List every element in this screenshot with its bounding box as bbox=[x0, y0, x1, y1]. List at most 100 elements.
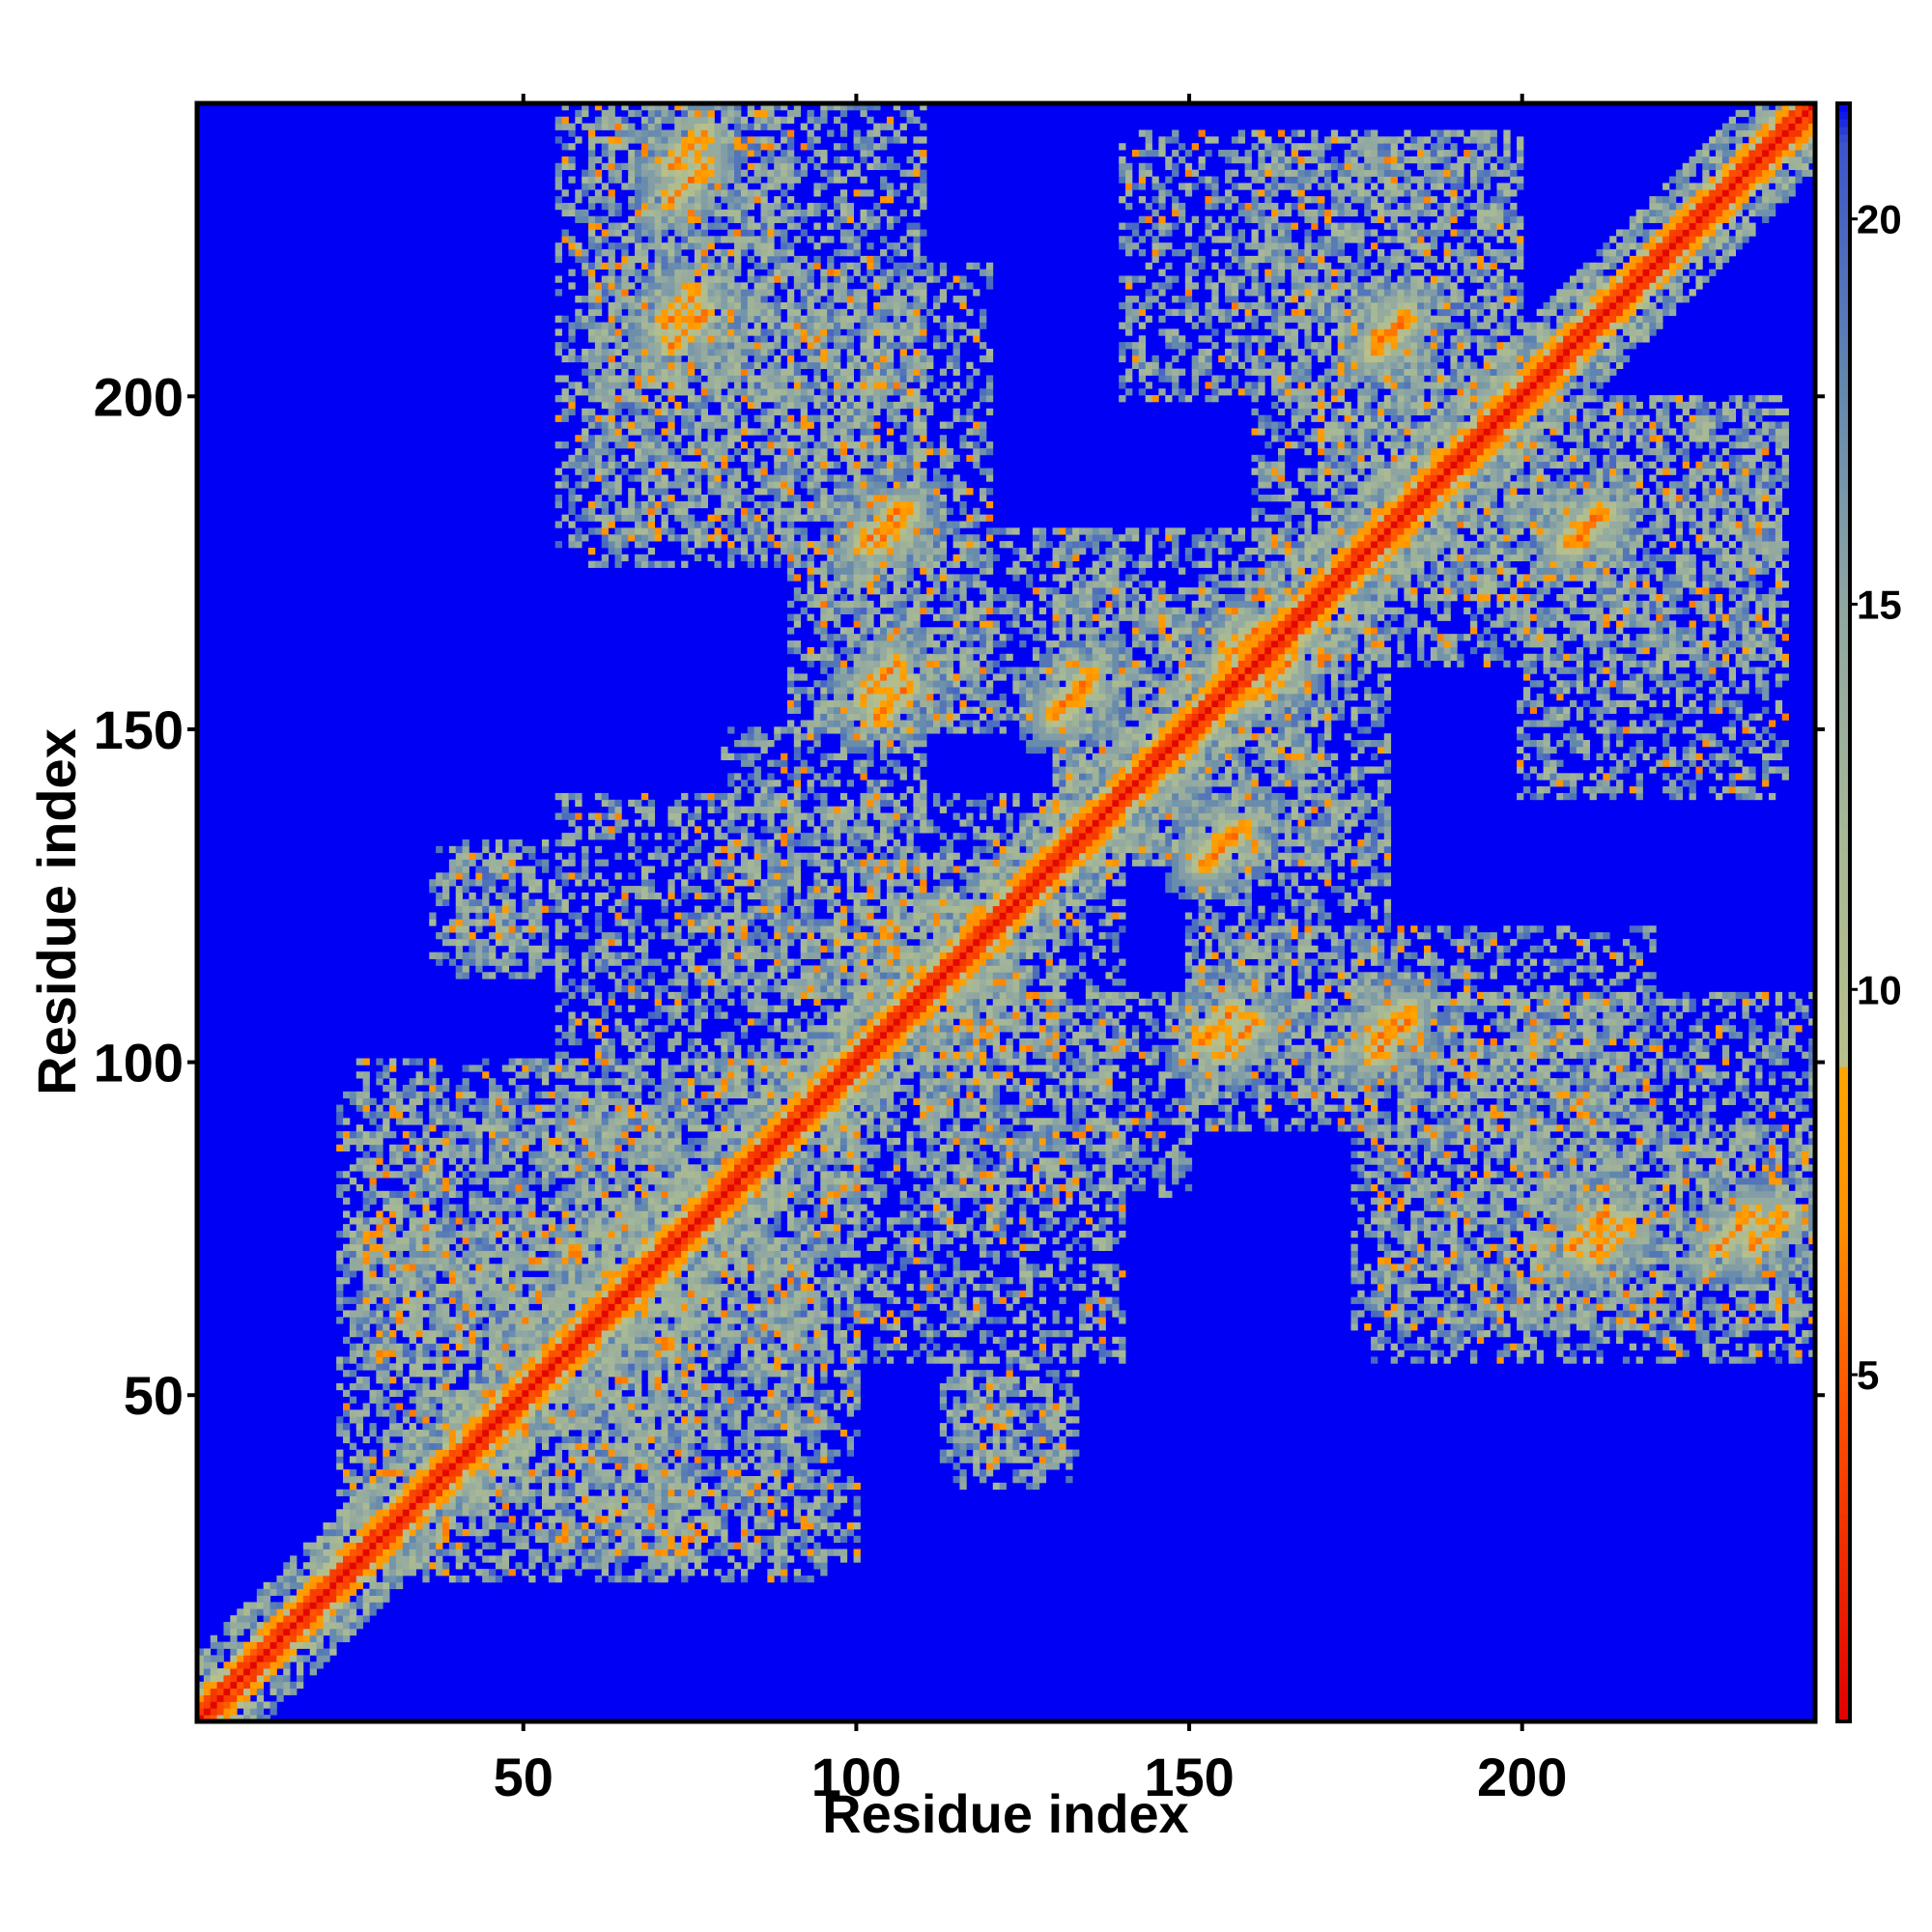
heatmap-cell bbox=[502, 1430, 509, 1436]
heatmap-cell bbox=[456, 1469, 463, 1476]
heatmap-cell bbox=[356, 1317, 363, 1323]
heatmap-cell bbox=[369, 1496, 376, 1503]
heatmap-cell bbox=[973, 1430, 980, 1436]
heatmap-cell bbox=[456, 1264, 463, 1270]
heatmap-cell bbox=[695, 1436, 701, 1443]
heatmap-cell bbox=[1059, 1409, 1065, 1416]
heatmap-cell bbox=[801, 1496, 808, 1503]
heatmap-cell bbox=[482, 1436, 489, 1443]
heatmap-cell bbox=[1059, 1423, 1065, 1430]
heatmap-cell bbox=[475, 1476, 482, 1483]
heatmap-cell bbox=[695, 1397, 701, 1404]
heatmap-cell bbox=[317, 1635, 324, 1642]
heatmap-cell bbox=[442, 1370, 449, 1377]
heatmap-cell bbox=[966, 1356, 973, 1363]
heatmap-cell bbox=[648, 1270, 655, 1277]
heatmap-cell bbox=[1496, 1257, 1503, 1264]
heatmap-cell bbox=[516, 1330, 523, 1337]
heatmap-cell bbox=[1357, 1310, 1364, 1317]
heatmap-cell bbox=[588, 1443, 595, 1450]
heatmap-cell bbox=[662, 1430, 668, 1436]
heatmap-cell bbox=[635, 1450, 641, 1457]
heatmap-cell bbox=[555, 1450, 562, 1457]
heatmap-cell bbox=[1053, 1377, 1060, 1383]
heatmap-cell bbox=[436, 1304, 442, 1311]
heatmap-cell bbox=[369, 1317, 376, 1323]
heatmap-cell bbox=[1065, 1370, 1072, 1377]
heatmap-cell bbox=[376, 1409, 383, 1416]
heatmap-cell bbox=[1046, 1416, 1053, 1423]
heatmap-cell bbox=[343, 1403, 350, 1409]
heatmap-cell bbox=[555, 1370, 562, 1377]
heatmap-cell bbox=[489, 1443, 496, 1450]
heatmap-cell bbox=[383, 1469, 389, 1476]
heatmap-cell bbox=[422, 1450, 429, 1457]
heatmap-cell bbox=[336, 1317, 343, 1323]
heatmap-cell bbox=[1510, 1310, 1517, 1317]
heatmap-cell bbox=[410, 1476, 423, 1483]
heatmap-cell bbox=[463, 1344, 469, 1350]
heatmap-cell bbox=[801, 1430, 808, 1436]
heatmap-cell bbox=[655, 1270, 662, 1277]
heatmap-cell bbox=[442, 1516, 449, 1522]
heatmap-cell bbox=[237, 1689, 243, 1695]
heatmap-cell bbox=[410, 1490, 416, 1496]
heatmap-cell bbox=[614, 1476, 621, 1483]
heatmap-cell bbox=[808, 1516, 814, 1522]
heatmap-cell bbox=[681, 1356, 688, 1363]
heatmap-cell bbox=[980, 1237, 986, 1244]
heatmap-cell bbox=[383, 1397, 389, 1404]
heatmap-cell bbox=[602, 1390, 609, 1397]
heatmap-cell bbox=[774, 1344, 781, 1350]
heatmap-cell bbox=[297, 1596, 303, 1603]
heatmap-cell bbox=[648, 1502, 655, 1509]
heatmap-cell bbox=[734, 1297, 741, 1304]
heatmap-cell bbox=[681, 1502, 688, 1509]
heatmap-cell bbox=[741, 1516, 748, 1522]
heatmap-cell bbox=[734, 1377, 741, 1383]
heatmap-cell bbox=[369, 1490, 376, 1496]
heatmap-cell bbox=[748, 1543, 754, 1549]
heatmap-cell bbox=[947, 1277, 953, 1284]
heatmap-cell bbox=[820, 1509, 827, 1516]
heatmap-cell bbox=[674, 1543, 681, 1549]
heatmap-cell bbox=[422, 1496, 429, 1503]
heatmap-cell bbox=[1649, 1257, 1656, 1264]
heatmap-cell bbox=[754, 1490, 761, 1496]
heatmap-cell bbox=[1000, 1416, 1007, 1423]
heatmap-cell bbox=[1053, 1277, 1060, 1284]
heatmap-cell bbox=[502, 1323, 509, 1330]
heatmap-cell bbox=[1417, 1337, 1424, 1344]
heatmap-cell bbox=[463, 1496, 469, 1503]
heatmap-cell bbox=[1450, 1251, 1457, 1258]
heatmap-cell bbox=[562, 1522, 569, 1529]
heatmap-cell bbox=[734, 1543, 741, 1549]
heatmap-cell bbox=[1470, 1284, 1477, 1291]
heatmap-cell bbox=[416, 1277, 423, 1284]
heatmap-cell bbox=[1099, 1344, 1106, 1350]
heatmap-cell bbox=[489, 1370, 496, 1377]
heatmap-cell bbox=[383, 1582, 389, 1589]
heatmap-cell bbox=[621, 1244, 628, 1251]
heatmap-cell bbox=[674, 1317, 681, 1323]
heatmap-cell bbox=[1000, 1390, 1007, 1397]
heatmap-cell bbox=[1350, 1251, 1357, 1258]
heatmap-cell bbox=[323, 1622, 329, 1629]
heatmap-cell bbox=[748, 1443, 754, 1450]
heatmap-cell bbox=[562, 1555, 569, 1562]
heatmap-cell bbox=[602, 1284, 609, 1291]
heatmap-cell bbox=[609, 1576, 615, 1582]
heatmap-cell bbox=[621, 1403, 628, 1409]
heatmap-cell bbox=[489, 1363, 496, 1370]
heatmap-cell bbox=[621, 1356, 628, 1363]
heatmap-cell bbox=[668, 1237, 674, 1244]
heatmap-cell bbox=[741, 1450, 748, 1457]
heatmap-cell bbox=[463, 1304, 469, 1311]
heatmap-cell bbox=[1695, 1264, 1702, 1270]
heatmap-cell bbox=[588, 1344, 595, 1350]
heatmap-cell bbox=[808, 1317, 814, 1323]
heatmap-cell bbox=[317, 1569, 324, 1576]
heatmap-cell bbox=[502, 1390, 509, 1397]
heatmap-cell bbox=[595, 1516, 602, 1522]
heatmap-cell bbox=[754, 1555, 761, 1562]
